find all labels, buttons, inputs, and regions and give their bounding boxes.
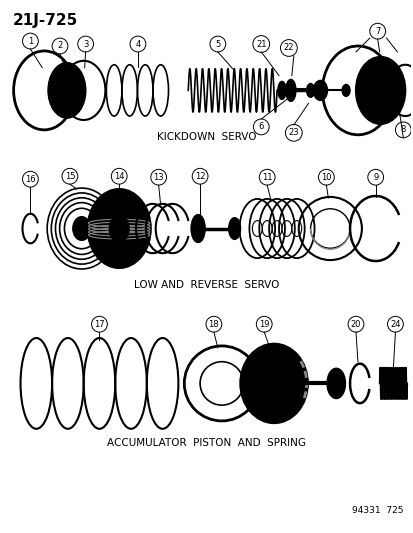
Ellipse shape bbox=[268, 375, 279, 392]
Text: 4: 4 bbox=[135, 39, 140, 49]
Ellipse shape bbox=[48, 63, 85, 118]
Text: 15: 15 bbox=[64, 172, 75, 181]
Text: ACCUMULATOR  PISTON  AND  SPRING: ACCUMULATOR PISTON AND SPRING bbox=[107, 438, 306, 448]
Text: 7: 7 bbox=[374, 27, 380, 36]
Ellipse shape bbox=[60, 79, 74, 101]
Ellipse shape bbox=[88, 189, 150, 268]
Text: 18: 18 bbox=[208, 320, 219, 329]
Text: 20: 20 bbox=[350, 320, 361, 329]
Ellipse shape bbox=[73, 217, 90, 240]
Ellipse shape bbox=[258, 362, 289, 404]
Text: 94331  725: 94331 725 bbox=[351, 506, 402, 515]
Ellipse shape bbox=[365, 66, 394, 105]
Ellipse shape bbox=[109, 215, 129, 243]
Ellipse shape bbox=[240, 344, 307, 423]
Ellipse shape bbox=[78, 223, 85, 235]
Text: 17: 17 bbox=[94, 320, 104, 329]
Text: 14: 14 bbox=[114, 172, 124, 181]
Text: 1: 1 bbox=[28, 37, 33, 45]
Text: 24: 24 bbox=[389, 320, 400, 329]
Text: 22: 22 bbox=[283, 44, 293, 52]
Text: 3: 3 bbox=[83, 39, 88, 49]
Ellipse shape bbox=[228, 217, 240, 239]
Text: 9: 9 bbox=[372, 173, 377, 182]
Ellipse shape bbox=[355, 57, 404, 124]
Text: 10: 10 bbox=[320, 173, 331, 182]
Text: 12: 12 bbox=[195, 172, 205, 181]
Text: 2: 2 bbox=[57, 42, 62, 51]
Ellipse shape bbox=[285, 79, 295, 101]
Text: 19: 19 bbox=[259, 320, 269, 329]
Ellipse shape bbox=[327, 369, 344, 398]
Text: 16: 16 bbox=[25, 175, 36, 184]
Ellipse shape bbox=[313, 80, 327, 100]
Text: 6: 6 bbox=[258, 123, 263, 132]
Ellipse shape bbox=[341, 84, 349, 96]
Text: 5: 5 bbox=[215, 39, 220, 49]
Text: 13: 13 bbox=[153, 173, 164, 182]
Text: KICKDOWN  SERVO: KICKDOWN SERVO bbox=[157, 132, 256, 142]
Text: 21J-725: 21J-725 bbox=[13, 13, 78, 28]
Text: 11: 11 bbox=[261, 173, 272, 182]
Ellipse shape bbox=[371, 78, 389, 103]
Text: 8: 8 bbox=[400, 125, 405, 134]
Text: 23: 23 bbox=[288, 128, 299, 138]
Ellipse shape bbox=[306, 84, 314, 98]
Text: 21: 21 bbox=[255, 39, 266, 49]
Text: LOW AND  REVERSE  SERVO: LOW AND REVERSE SERVO bbox=[134, 280, 279, 290]
Ellipse shape bbox=[278, 82, 285, 99]
Ellipse shape bbox=[191, 215, 204, 243]
Ellipse shape bbox=[71, 85, 76, 95]
